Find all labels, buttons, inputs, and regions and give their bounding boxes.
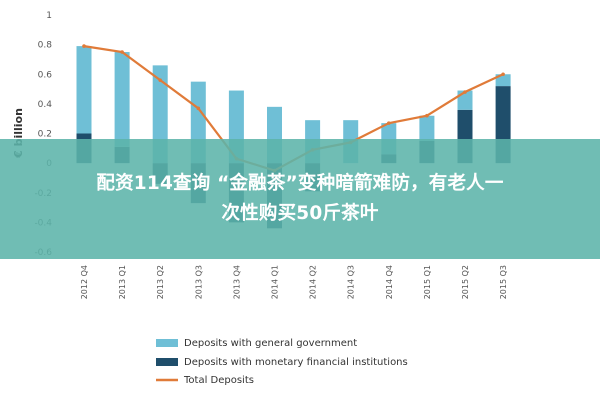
x-axis-labels: 2012 Q4 2013 Q1 2013 Q2 2013 Q3 2013 Q4 2014 … — [80, 265, 508, 299]
y-tick-label: 0.2 — [38, 130, 52, 140]
x-tick-label: 2015 Q1 — [423, 265, 432, 299]
total-deposits-point — [501, 72, 505, 77]
banner-line-2[interactable]: 次性购买50斤茶叶 — [221, 203, 379, 224]
x-tick-label: 2013 Q3 — [194, 265, 203, 299]
bar-general-government — [419, 115, 435, 141]
total-deposits-point — [425, 113, 429, 118]
bar-general-government — [114, 52, 130, 147]
total-deposits-point — [463, 90, 467, 94]
y-tick-label: 0.6 — [38, 70, 53, 80]
y-tick-label: 0.4 — [38, 100, 53, 110]
x-tick-label: 2014 Q3 — [347, 265, 356, 299]
legend-swatch — [156, 358, 178, 366]
legend-swatch — [156, 339, 178, 347]
x-tick-label: 2013 Q2 — [156, 265, 165, 299]
y-tick-label: 1 — [46, 11, 52, 21]
legend-label: Deposits with monetary financial institu… — [184, 357, 408, 368]
x-tick-label: 2014 Q4 — [385, 265, 394, 299]
legend-label: Total Deposits — [183, 375, 254, 386]
legend: Deposits with general government Deposits… — [156, 338, 408, 386]
total-deposits-point — [387, 121, 391, 125]
legend-label: Deposits with general government — [184, 338, 357, 349]
bar-general-government — [495, 74, 511, 87]
banner-line-1[interactable]: 配资114查询 “金融茶”变种暗箭难防，有老人一 — [96, 173, 504, 194]
x-tick-label: 2012 Q4 — [80, 265, 89, 299]
bar-general-government — [152, 65, 168, 164]
x-tick-label: 2015 Q3 — [499, 265, 508, 299]
x-tick-label: 2013 Q4 — [232, 265, 241, 299]
y-tick-label: 0.8 — [38, 41, 53, 51]
total-deposits-point — [120, 50, 124, 54]
bar-general-government — [76, 46, 92, 134]
x-tick-label: 2015 Q2 — [461, 265, 470, 299]
x-tick-label: 2014 Q2 — [309, 265, 318, 299]
x-tick-label: 2014 Q1 — [271, 265, 280, 299]
total-deposits-point — [158, 78, 162, 82]
x-tick-label: 2013 Q1 — [118, 265, 127, 299]
total-deposits-point — [196, 106, 201, 111]
total-deposits-point — [82, 44, 86, 48]
overlay-banner[interactable]: 配资114查询 “金融茶”变种暗箭难防，有老人一 次性购买50斤茶叶 — [0, 139, 600, 259]
